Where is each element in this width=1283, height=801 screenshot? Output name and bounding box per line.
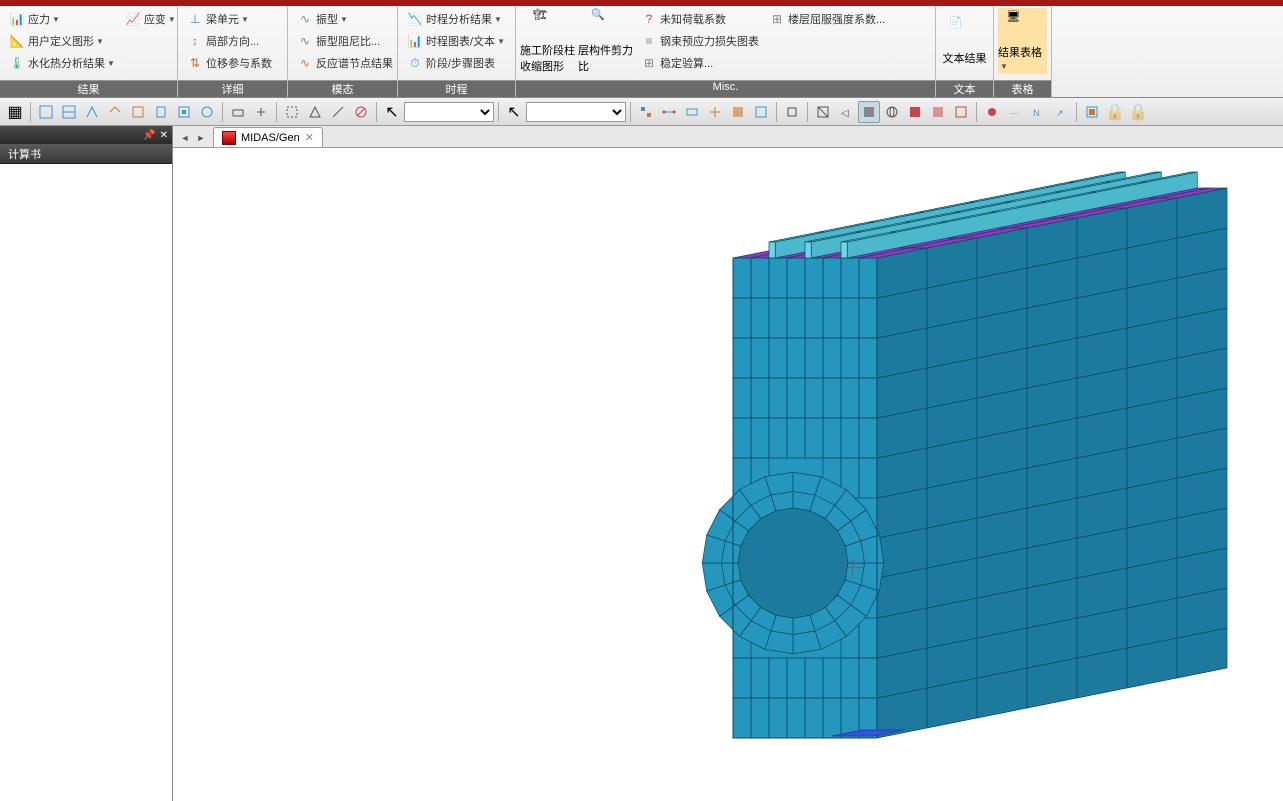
tb-btn[interactable]: ◁ — [835, 101, 857, 123]
ribbon-item[interactable]: 🌡水化热分析结果▼ — [6, 52, 118, 74]
tb-btn[interactable] — [173, 101, 195, 123]
ribbon: 📊应力▼📐用户定义图形▼🌡水化热分析结果▼📈应变▼结果⊥梁单元▼↕局部方向...… — [0, 6, 1283, 98]
globe-icon[interactable] — [881, 101, 903, 123]
ribbon-item[interactable]: ⏱阶段/步骤图表 — [404, 52, 508, 74]
close-icon[interactable]: ✕ — [160, 130, 168, 141]
ribbon-item[interactable]: ⇅位移参与系数 — [184, 52, 275, 74]
svg-text:N: N — [1033, 108, 1040, 118]
tb-btn[interactable] — [327, 101, 349, 123]
svg-text:◁: ◁ — [841, 108, 849, 119]
side-panel: 📌 ✕ 计算书 — [0, 126, 173, 801]
ribbon-item[interactable]: ⊞楼层屈服强度系数... — [766, 8, 888, 30]
tb-btn[interactable] — [812, 101, 834, 123]
ribbon-item[interactable]: ∿振型阻尼比... — [294, 30, 396, 52]
tb-btn[interactable] — [927, 101, 949, 123]
ribbon-item[interactable]: ∿反应谱节点结果 — [294, 52, 396, 74]
tb-btn[interactable]: ⋯ — [1004, 101, 1026, 123]
document-tab-bar: ◄ ► MIDAS/Gen ✕ — [173, 126, 1283, 148]
tb-btn[interactable] — [127, 101, 149, 123]
tb-btn[interactable]: N — [1027, 101, 1049, 123]
ribbon-item[interactable]: ≡钢束预应力损失图表 — [638, 30, 762, 52]
nav-prev-icon[interactable]: ◄ — [177, 129, 193, 147]
tb-btn[interactable] — [81, 101, 103, 123]
tb-btn[interactable] — [104, 101, 126, 123]
ribbon-big-button[interactable]: 🏗施工阶段柱收缩图形 — [520, 8, 578, 74]
svg-text:↗: ↗ — [1056, 108, 1064, 118]
ribbon-item[interactable]: 📊时程图表/文本▼ — [404, 30, 508, 52]
tb-btn[interactable] — [196, 101, 218, 123]
tb-btn[interactable] — [635, 101, 657, 123]
combo-1[interactable] — [404, 102, 494, 122]
combo-2[interactable] — [526, 102, 626, 122]
tb-btn[interactable] — [281, 101, 303, 123]
tb-btn[interactable] — [227, 101, 249, 123]
tb-btn[interactable] — [727, 101, 749, 123]
tb-btn-active[interactable] — [858, 101, 880, 123]
ribbon-big-button[interactable]: 📄文本结果 — [940, 8, 989, 74]
tb-btn[interactable] — [1081, 101, 1103, 123]
pin-icon[interactable]: 📌 — [143, 130, 155, 141]
tb-btn[interactable] — [904, 101, 926, 123]
close-tab-icon[interactable]: ✕ — [305, 131, 314, 144]
tb-btn[interactable] — [704, 101, 726, 123]
ribbon-item[interactable]: ⊞稳定验算... — [638, 52, 762, 74]
lock-icon: 🔒 — [1127, 101, 1149, 123]
tb-btn[interactable] — [781, 101, 803, 123]
tb-btn[interactable]: ▦ — [4, 101, 26, 123]
nav-next-icon[interactable]: ► — [193, 129, 209, 147]
doc-tab-title: MIDAS/Gen — [241, 132, 300, 144]
ribbon-item[interactable]: 📉时程分析结果▼ — [404, 8, 508, 30]
ribbon-item[interactable]: ?未知荷载系数 — [638, 8, 762, 30]
tb-btn[interactable] — [250, 101, 272, 123]
lock-icon: 🔒 — [1104, 101, 1126, 123]
document-tab[interactable]: MIDAS/Gen ✕ — [213, 127, 323, 147]
quick-toolbar: ▦ ↖ ↖ ◁ ⋯ N ↗ 🔒 🔒 — [0, 98, 1283, 126]
record-icon[interactable] — [981, 101, 1003, 123]
tb-btn[interactable] — [58, 101, 80, 123]
tb-btn[interactable]: ↗ — [1050, 101, 1072, 123]
side-body — [0, 164, 172, 801]
tb-btn[interactable] — [750, 101, 772, 123]
ribbon-item[interactable]: ⊥梁单元▼ — [184, 8, 275, 30]
side-tab[interactable]: 计算书 — [0, 144, 172, 164]
ribbon-big-button[interactable]: 🔍层构件剪力比 — [578, 8, 636, 74]
tb-btn[interactable] — [950, 101, 972, 123]
cursor-icon[interactable]: ↖ — [381, 101, 403, 123]
ribbon-item[interactable]: 📊应力▼ — [6, 8, 118, 30]
ribbon-item[interactable]: 📈应变▼ — [122, 8, 179, 30]
tb-btn[interactable] — [150, 101, 172, 123]
ribbon-item[interactable]: ∿振型▼ — [294, 8, 396, 30]
tb-btn[interactable] — [681, 101, 703, 123]
tb-btn[interactable] — [350, 101, 372, 123]
tb-btn[interactable] — [658, 101, 680, 123]
tb-btn[interactable] — [304, 101, 326, 123]
ribbon-big-button[interactable]: 🖥结果表格▼ — [998, 8, 1047, 74]
ribbon-item[interactable]: 📐用户定义图形▼ — [6, 30, 118, 52]
app-icon — [222, 131, 236, 145]
tb-btn[interactable] — [35, 101, 57, 123]
model-viewport[interactable] — [173, 148, 1283, 801]
cursor-icon[interactable]: ↖ — [503, 101, 525, 123]
svg-text:⋯: ⋯ — [1010, 108, 1019, 118]
ribbon-item[interactable]: ↕局部方向... — [184, 30, 275, 52]
